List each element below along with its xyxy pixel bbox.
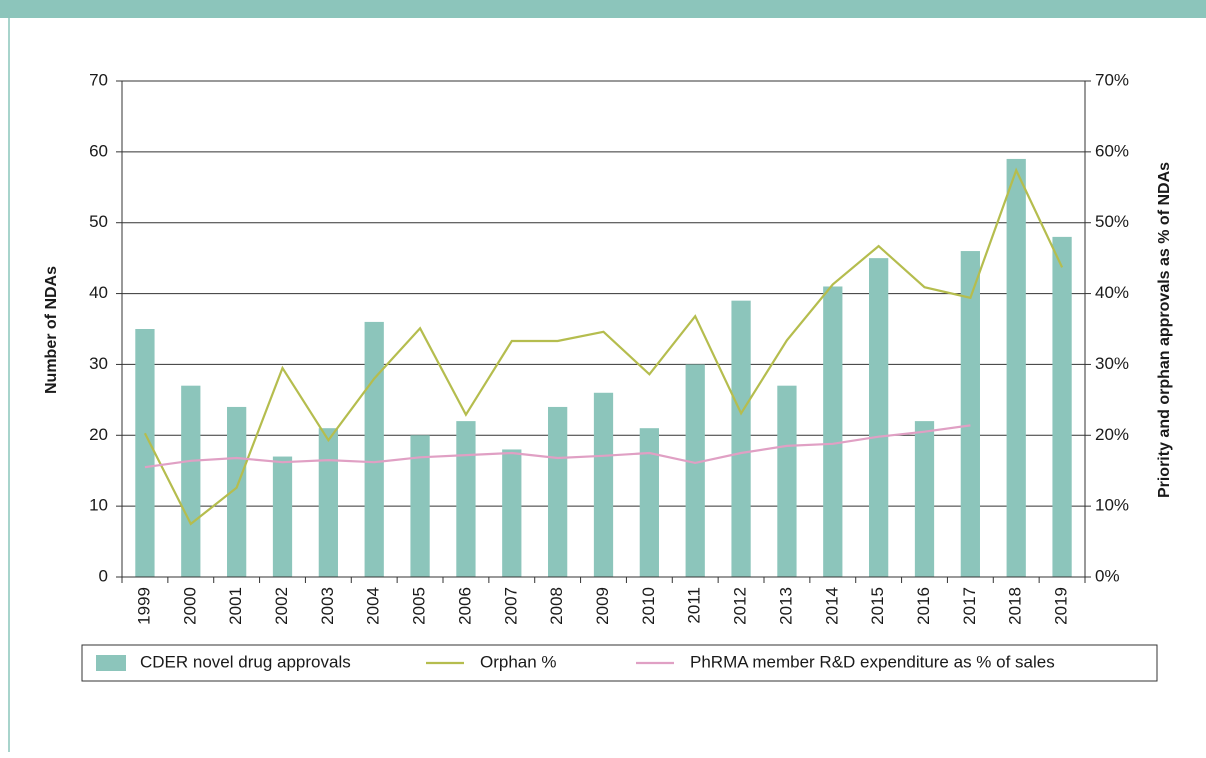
y2-tick-label: 20% [1095, 425, 1129, 444]
bar [823, 286, 843, 577]
x-tick-label: 2008 [547, 587, 566, 625]
y-tick-label: 60 [89, 141, 108, 160]
y-tick-label: 40 [89, 283, 108, 302]
x-tick-label: 2000 [180, 587, 199, 625]
bar [639, 428, 659, 577]
bar [731, 300, 751, 577]
x-tick-label: 2019 [1052, 587, 1071, 625]
y2-tick-label: 10% [1095, 496, 1129, 515]
y-tick-label: 10 [89, 496, 108, 515]
legend-box [81, 644, 1158, 682]
bar [135, 329, 155, 577]
bar [869, 258, 889, 577]
y-axis-title: Number of NDAs [43, 266, 60, 394]
bar [181, 385, 201, 577]
x-tick-label: 2002 [272, 587, 291, 625]
x-tick-label: 2003 [318, 587, 337, 625]
bar [227, 406, 247, 577]
x-tick-label: 2016 [914, 587, 933, 625]
x-tick-label: 2011 [685, 587, 704, 624]
bar [364, 321, 384, 577]
y2-tick-label: 60% [1095, 141, 1129, 160]
y2-tick-label: 30% [1095, 354, 1129, 373]
bar [593, 392, 614, 577]
x-tick-label: 2014 [822, 587, 841, 625]
x-tick-label: 2017 [960, 587, 979, 625]
bar [502, 449, 522, 577]
bar [272, 456, 293, 577]
legend-swatch [96, 655, 126, 671]
y-tick-label: 50 [89, 212, 108, 231]
y2-axis-title: Priority and orphan approvals as % of ND… [1156, 162, 1173, 498]
line [143, 167, 1064, 526]
bar [410, 435, 430, 577]
bar [548, 406, 568, 577]
x-tick-label: 2005 [410, 587, 429, 625]
bar [456, 421, 476, 577]
bar [914, 421, 935, 577]
x-tick-label: 1999 [134, 587, 153, 625]
bar [777, 385, 797, 577]
bar [318, 428, 338, 577]
legend-label: Orphan % [480, 652, 557, 671]
y-tick-label: 20 [89, 425, 108, 444]
x-tick-label: 2001 [226, 587, 245, 625]
bar [685, 364, 705, 577]
x-tick-label: 2018 [1006, 587, 1025, 625]
bar [960, 251, 980, 578]
y-tick-label: 0 [99, 566, 108, 585]
bar [1052, 236, 1072, 577]
legend-label: PhRMA member R&D expenditure as % of sal… [690, 652, 1055, 671]
y2-tick-label: 0% [1095, 566, 1120, 585]
top-band [0, 0, 1206, 18]
x-tick-label: 2010 [639, 587, 658, 625]
x-tick-label: 2004 [364, 587, 383, 625]
line [144, 424, 971, 469]
legend-label: CDER novel drug approvals [140, 652, 351, 671]
x-tick-label: 2013 [776, 587, 795, 625]
y2-tick-label: 50% [1095, 212, 1129, 231]
bar [1006, 158, 1026, 577]
x-tick-label: 2007 [501, 587, 520, 625]
y2-tick-label: 70% [1095, 70, 1129, 89]
x-tick-label: 2015 [868, 587, 887, 625]
x-tick-label: 2009 [593, 587, 612, 625]
y2-tick-label: 40% [1095, 283, 1129, 302]
x-tick-label: 2012 [731, 587, 750, 625]
y-tick-label: 30 [89, 354, 108, 373]
x-tick-label: 2006 [455, 587, 474, 625]
y-tick-label: 70 [89, 70, 108, 89]
